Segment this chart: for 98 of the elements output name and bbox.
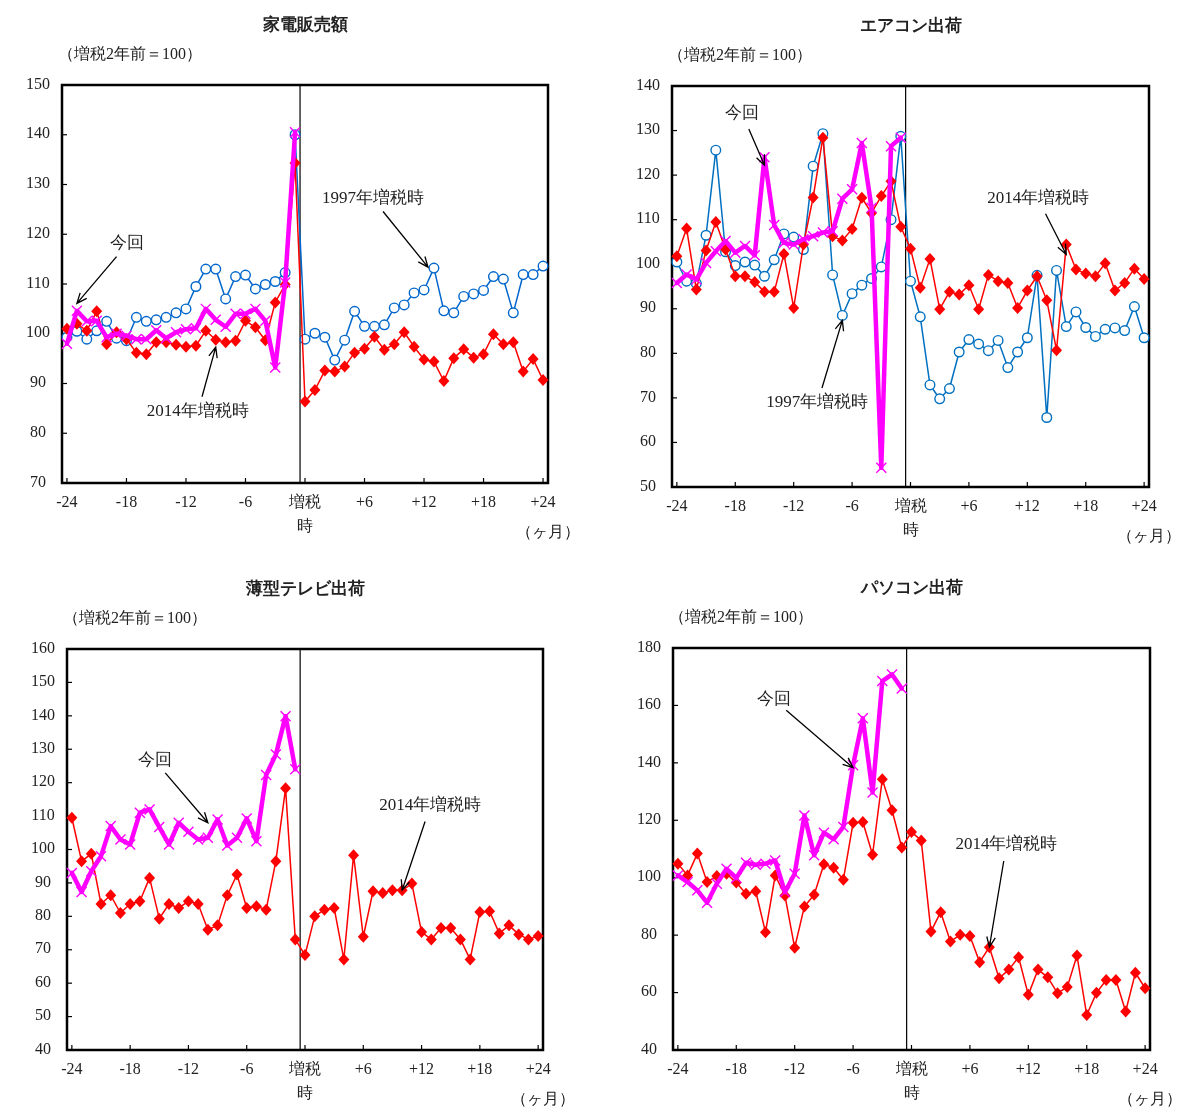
x-tick-label: +24: [525, 1059, 551, 1077]
x-tick-label: -18: [724, 496, 746, 514]
y-tick-label: 70: [30, 472, 46, 490]
x-tick-label: 増税時: [893, 496, 927, 538]
y-tick-label: 90: [35, 872, 51, 890]
x-tick-label: 増税時: [288, 1059, 321, 1101]
x-tick-label: -12: [783, 496, 805, 514]
y-tick-label: 130: [26, 174, 50, 192]
y-tick-label: 90: [640, 298, 656, 316]
y-tick-label: 110: [636, 209, 660, 227]
annotation: 今回: [757, 688, 792, 708]
y-tick-label: 40: [35, 1039, 51, 1057]
x-tick-label: +12: [1015, 1059, 1041, 1077]
y-axis-title: （増税2年前＝100）: [668, 45, 812, 63]
y-axis-title: （増税2年前＝100）: [58, 44, 202, 62]
x-tick-label: -6: [240, 1059, 254, 1077]
x-tick-label: +24: [1132, 1059, 1158, 1077]
x-tick-label: -24: [61, 1059, 83, 1077]
annotation: 今回: [725, 103, 760, 123]
y-tick-label: 150: [31, 672, 55, 690]
x-tick-label: +12: [411, 492, 437, 510]
x-tick-label: -18: [119, 1059, 141, 1077]
y-tick-label: 80: [641, 924, 657, 942]
chart-title: 家電販売額: [261, 14, 348, 34]
x-tick-label: +6: [961, 1059, 979, 1077]
x-tick-label: 増税時: [894, 1059, 928, 1101]
y-tick-label: 100: [636, 253, 660, 271]
x-tick-label: -24: [56, 492, 78, 510]
y-tick-label: 60: [640, 432, 656, 450]
annotation: 今回: [109, 233, 144, 253]
y-tick-label: 150: [26, 74, 50, 92]
y-tick-label: 90: [30, 373, 46, 391]
annotation: 1997年増税時: [321, 187, 424, 207]
y-tick-label: 110: [26, 273, 50, 291]
y-tick-label: 70: [35, 939, 51, 957]
y-tick-label: 80: [30, 422, 46, 440]
chart-title: 薄型テレビ出荷: [244, 578, 365, 598]
x-tick-label: +12: [1014, 496, 1040, 514]
y-tick-label: 120: [26, 223, 50, 241]
annotation: 2014年増税時: [146, 401, 249, 421]
annotation: 今回: [137, 749, 172, 769]
x-tick-label: -6: [845, 496, 859, 514]
y-tick-label: 100: [26, 323, 50, 341]
annotation: 2014年増税時: [955, 834, 1058, 854]
x-tick-label: +18: [1073, 496, 1099, 514]
x-tick-label: +24: [530, 492, 556, 510]
x-tick-label: +18: [471, 492, 497, 510]
x-tick-label: -6: [238, 492, 253, 510]
x-axis-title: （ヶ月）: [516, 522, 580, 540]
x-tick-label: -12: [784, 1059, 806, 1077]
x-tick-label: +6: [355, 492, 374, 510]
x-tick-label: -24: [667, 1059, 689, 1077]
x-tick-label: -18: [115, 492, 138, 510]
y-axis-title: （増税2年前＝100）: [63, 608, 207, 626]
x-tick-label: 増税時: [288, 492, 321, 534]
y-tick-label: 50: [35, 1006, 51, 1024]
x-tick-label: -24: [666, 496, 688, 514]
y-tick-label: 110: [31, 805, 55, 823]
x-tick-label: +6: [354, 1059, 372, 1077]
y-tick-label: 120: [31, 772, 55, 790]
y-tick-label: 60: [641, 982, 657, 1000]
y-tick-label: 80: [35, 906, 51, 924]
annotation: 2014年増税時: [987, 188, 1090, 208]
x-tick-label: +12: [409, 1059, 435, 1077]
y-tick-label: 140: [31, 705, 55, 723]
y-tick-label: 120: [636, 164, 660, 182]
x-tick-label: -18: [725, 1059, 747, 1077]
y-axis-title: （増税2年前＝100）: [669, 607, 813, 625]
y-tick-label: 70: [640, 387, 656, 405]
y-tick-label: 100: [637, 867, 661, 885]
y-tick-label: 60: [35, 972, 51, 990]
y-tick-label: 120: [637, 809, 661, 827]
y-tick-label: 40: [641, 1039, 657, 1057]
x-tick-label: +6: [960, 496, 978, 514]
x-tick-label: +24: [1131, 496, 1157, 514]
y-tick-label: 100: [31, 839, 55, 857]
y-tick-label: 160: [637, 695, 661, 713]
annotation: 1997年増税時: [766, 392, 869, 412]
y-tick-label: 140: [637, 752, 661, 770]
y-tick-label: 130: [636, 120, 660, 138]
y-tick-label: 130: [31, 738, 55, 756]
x-axis-title: （ヶ月）: [511, 1089, 575, 1107]
chart-title: パソコン出荷: [859, 577, 963, 597]
x-tick-label: -12: [177, 1059, 200, 1077]
y-tick-label: 140: [636, 75, 660, 93]
x-tick-label: -6: [846, 1059, 860, 1077]
y-tick-label: 160: [31, 638, 55, 656]
x-tick-label: -12: [175, 492, 197, 510]
x-axis-title: （ヶ月）: [1118, 1089, 1182, 1107]
annotation: 2014年増税時: [379, 795, 482, 815]
y-tick-label: 140: [26, 124, 50, 142]
y-tick-label: 50: [640, 476, 656, 494]
y-tick-label: 80: [640, 343, 656, 361]
x-tick-label: +18: [467, 1059, 493, 1077]
x-tick-label: +18: [1074, 1059, 1100, 1077]
x-axis-title: （ヶ月）: [1117, 526, 1181, 544]
chart-title: エアコン出荷: [859, 15, 962, 35]
y-tick-label: 180: [637, 637, 661, 655]
